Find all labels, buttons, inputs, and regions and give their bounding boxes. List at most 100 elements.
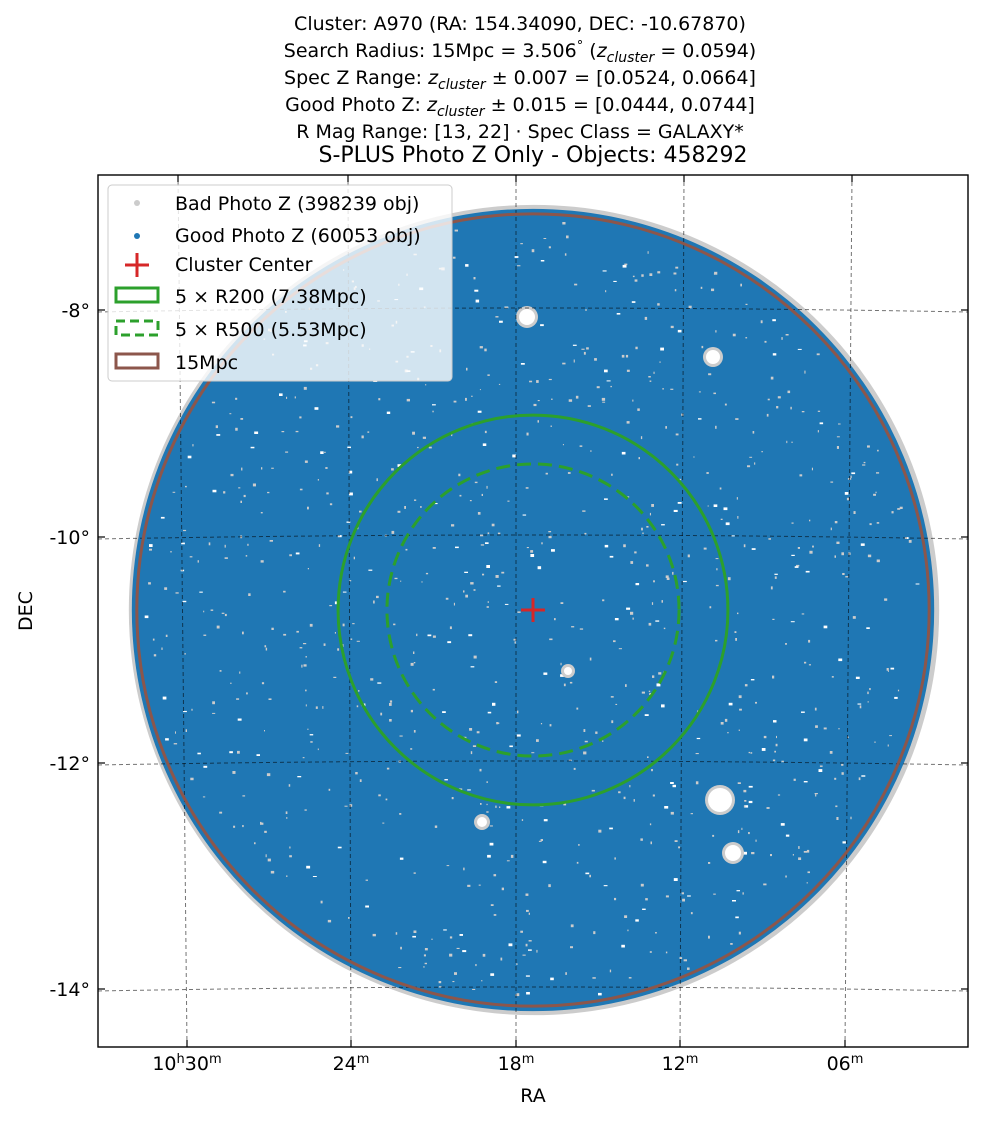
photo-z-gap	[764, 340, 767, 343]
header-line-3-zsub: cluster	[438, 77, 487, 93]
photo-z-gap	[495, 575, 499, 578]
photo-z-gap	[695, 753, 699, 755]
photo-z-gap	[517, 611, 521, 613]
photo-z-gap	[737, 782, 741, 784]
photo-z-gap	[416, 633, 418, 637]
photo-z-gap	[191, 708, 193, 711]
photo-z-gap	[886, 668, 889, 671]
photo-z-gap	[489, 842, 494, 846]
photo-z-gap	[327, 919, 332, 923]
photo-z-gap	[239, 671, 241, 674]
photo-z-gap	[229, 751, 233, 754]
photo-z-gap	[434, 825, 438, 828]
photo-z-gap	[772, 759, 776, 762]
photo-z-gap	[307, 568, 309, 570]
photo-z-gap	[723, 507, 728, 511]
photo-z-gap	[830, 481, 834, 483]
photo-z-gap	[144, 615, 149, 619]
photo-z-gap	[736, 497, 738, 500]
photo-z-gap	[432, 410, 434, 413]
photo-z-gap	[621, 354, 625, 358]
header-line-4: Good Photo Z: zcluster ± 0.015 = [0.0444…	[285, 94, 755, 120]
photo-z-gap	[425, 572, 429, 575]
photo-z-gap	[744, 684, 748, 687]
photo-z-gap	[719, 487, 722, 490]
photo-z-gap	[538, 840, 542, 842]
photo-z-gap	[473, 277, 476, 280]
x-tick-label: 06m	[827, 1052, 864, 1075]
photo-z-gap	[767, 398, 770, 401]
photo-z-gap	[741, 827, 743, 830]
photo-z-gap	[350, 416, 353, 419]
photo-z-gap	[655, 932, 657, 934]
photo-z-gap	[522, 514, 527, 516]
photo-z-gap	[474, 481, 478, 484]
photo-z-gap	[487, 601, 489, 603]
photo-z-gap	[199, 591, 203, 593]
photo-z-gap	[521, 819, 524, 821]
photo-z-gap	[203, 765, 208, 768]
photo-z-gap	[651, 602, 654, 605]
photo-z-gap	[469, 500, 472, 502]
photo-z-gap	[543, 238, 547, 239]
photo-z-gap	[859, 705, 862, 709]
photo-z-gap	[328, 788, 331, 791]
photo-z-gap	[243, 494, 246, 498]
photo-z-gap	[642, 908, 646, 910]
photo-z-gap	[295, 430, 299, 433]
photo-z-gap	[216, 434, 221, 436]
photo-z-gap	[530, 550, 534, 553]
photo-z-gap	[359, 510, 362, 513]
photo-z-gap	[463, 590, 465, 593]
photo-z-gap	[635, 346, 638, 350]
photo-z-gap	[501, 571, 505, 574]
header-line-2: Search Radius: 15Mpc = 3.506° (zcluster …	[284, 39, 756, 66]
photo-z-gap	[356, 640, 360, 642]
photo-z-gap	[560, 662, 562, 666]
photo-z-gap	[260, 512, 263, 514]
photo-z-gap	[465, 594, 468, 598]
photo-z-gap	[634, 279, 638, 282]
photo-z-gap	[688, 305, 692, 309]
photo-z-gap	[660, 347, 664, 351]
photo-z-gap	[579, 628, 584, 630]
photo-z-gap	[744, 805, 749, 808]
photo-z-gap	[432, 547, 436, 549]
photo-z-gap	[725, 845, 741, 861]
photo-z-gap	[254, 842, 256, 845]
photo-z-gap	[563, 683, 566, 687]
photo-z-gap	[579, 445, 583, 447]
photo-z-gap	[504, 603, 509, 605]
photo-z-gap	[649, 380, 652, 382]
photo-z-gap	[706, 350, 720, 364]
photo-z-gap	[486, 485, 488, 489]
photo-z-gap	[675, 433, 679, 436]
legend-good-photo-z-swatch	[134, 233, 140, 239]
photo-z-gap	[563, 802, 567, 806]
photo-z-gap	[242, 795, 246, 797]
photo-z-gap	[629, 785, 631, 788]
photo-z-gap	[829, 751, 833, 754]
photo-z-gap	[615, 703, 618, 705]
photo-z-gap	[326, 492, 329, 495]
photo-z-gap	[286, 817, 288, 819]
photo-z-gap	[540, 839, 543, 841]
photo-z-gap	[681, 413, 684, 416]
photo-z-gap	[208, 542, 211, 546]
photo-z-gap	[271, 467, 274, 469]
photo-z-gap	[679, 478, 682, 481]
photo-z-gap	[219, 811, 223, 814]
photo-z-gap	[312, 876, 317, 877]
photo-z-gap	[230, 682, 232, 684]
photo-z-gap	[610, 696, 614, 698]
photo-z-gap	[750, 752, 753, 754]
photo-z-gap	[754, 462, 756, 465]
photo-z-gap	[743, 805, 746, 808]
photo-z-gap	[670, 811, 674, 815]
photo-z-gap	[432, 404, 436, 406]
photo-z-gap	[602, 599, 605, 602]
photo-z-gap	[466, 367, 468, 371]
photo-z-gap	[486, 565, 490, 568]
photo-z-gap	[549, 638, 553, 641]
photo-z-gap	[574, 283, 578, 286]
